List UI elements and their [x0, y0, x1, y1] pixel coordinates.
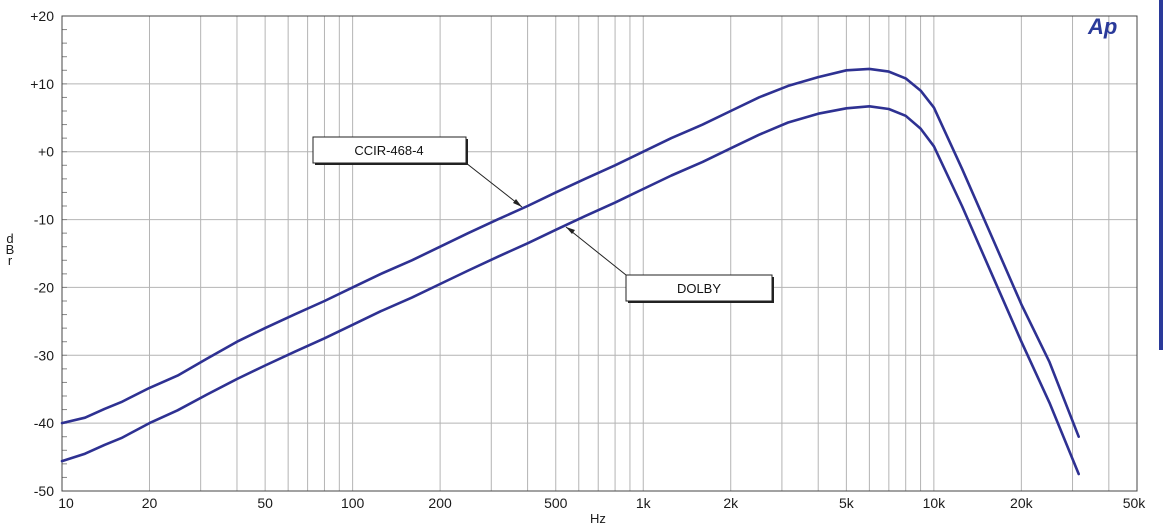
x-tick-label: 2k [723, 495, 739, 511]
series-line-dolby [60, 105, 1080, 476]
annotation-label-ccir: CCIR-468-4 [354, 143, 423, 158]
y-axis-ticks: +20 +10 +0 -10 -20 -30 -40 -50 [30, 8, 54, 499]
y-tick-label: -50 [34, 483, 54, 499]
x-tick-label: 500 [544, 495, 568, 511]
arrowhead-ccir [513, 199, 522, 207]
right-edge-bar [1159, 0, 1163, 350]
plot-frame [61, 15, 1138, 492]
ap-logo: Ap [1087, 14, 1117, 39]
y-tick-label: +20 [30, 8, 54, 24]
x-axis-label: Hz [590, 511, 606, 526]
annotation-dolby: DOLBY [565, 226, 774, 303]
x-tick-label: 50 [257, 495, 273, 511]
annotation-ccir: CCIR-468-4 [312, 136, 523, 208]
x-tick-label: 5k [839, 495, 855, 511]
x-tick-label: 20 [142, 495, 158, 511]
x-tick-label: 20k [1010, 495, 1034, 511]
y-tick-label: -30 [34, 347, 54, 363]
annotation-arrow-ccir [465, 162, 523, 208]
chart-grid [61, 15, 1138, 492]
y-tick-label: +10 [30, 76, 54, 92]
x-tick-label: 100 [341, 495, 365, 511]
x-tick-label: 10k [923, 495, 947, 511]
annotation-arrow-dolby [565, 226, 627, 276]
y-tick-label: -40 [34, 415, 54, 431]
series-line-ccir-468-4 [60, 67, 1080, 438]
y-tick-label: -10 [34, 212, 54, 228]
x-tick-label: 10 [58, 495, 74, 511]
x-tick-label: 1k [636, 495, 652, 511]
x-tick-label: 50k [1123, 495, 1147, 511]
x-axis-ticks: 10 20 50 100 200 500 1k 2k 5k 10k 20k 50k [58, 495, 1146, 511]
annotation-label-dolby: DOLBY [677, 281, 721, 296]
x-tick-label: 200 [428, 495, 452, 511]
y-tick-label: -20 [34, 279, 54, 295]
arrowhead-dolby [566, 227, 575, 234]
chart-series [60, 67, 1080, 476]
y-tick-label: +0 [38, 144, 54, 160]
